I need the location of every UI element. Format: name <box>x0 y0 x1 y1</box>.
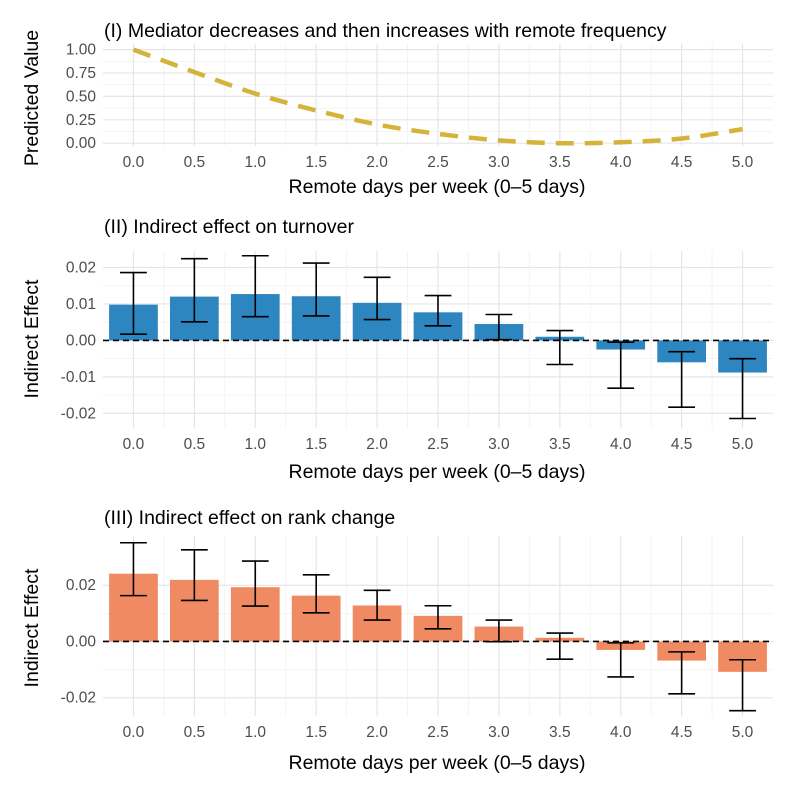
x-tick-label: 3.0 <box>488 724 510 741</box>
panel-turnover-x-label: Remote days per week (0–5 days) <box>289 461 586 483</box>
y-tick-label: 0.00 <box>66 633 97 650</box>
x-tick-label: 5.0 <box>732 724 754 741</box>
panel-rank-change-x-ticks: 0.0 0.5 1.0 1.5 2.0 2.5 3.0 3.5 4.0 4.5 5.0 <box>123 724 754 741</box>
x-tick-label: 0.0 <box>123 436 145 453</box>
y-tick-label: 0.50 <box>66 88 97 105</box>
panel-mediator-x-label: Remote days per week (0–5 days) <box>289 176 586 198</box>
x-tick-label: 0.0 <box>123 154 145 171</box>
panel-rank-change: (III) Indirect effect on rank change 0.0… <box>21 507 773 774</box>
panel-mediator-title: (I) Mediator decreases and then increase… <box>104 20 667 42</box>
x-tick-label: 1.5 <box>305 436 327 453</box>
y-tick-label: 0.00 <box>66 332 97 349</box>
x-tick-label: 2.5 <box>427 724 449 741</box>
x-tick-label: 2.0 <box>366 724 388 741</box>
panel-turnover-y-label: Indirect Effect <box>21 279 43 398</box>
x-tick-label: 4.0 <box>610 154 632 171</box>
x-tick-label: 0.5 <box>184 154 206 171</box>
panel-turnover-marks <box>103 254 773 420</box>
x-tick-label: 1.5 <box>305 154 327 171</box>
panel-mediator: (I) Mediator decreases and then increase… <box>21 20 773 198</box>
mediator-series-line <box>132 47 743 146</box>
x-tick-label: 5.0 <box>732 436 754 453</box>
y-tick-label: 0.00 <box>66 135 97 152</box>
x-tick-label: 4.0 <box>610 724 632 741</box>
panel-mediator-y-label: Predicted Value <box>21 30 43 166</box>
x-tick-label: 3.5 <box>549 724 571 741</box>
y-tick-label: -0.02 <box>61 690 96 707</box>
panel-mediator-gridlines <box>103 44 773 146</box>
panel-turnover-title: (II) Indirect effect on turnover <box>104 216 355 238</box>
x-tick-label: 2.5 <box>427 436 449 453</box>
panel-rank-change-marks <box>103 541 773 712</box>
x-tick-label: 4.5 <box>671 154 693 171</box>
bar <box>657 641 706 661</box>
y-tick-label: 1.00 <box>66 42 97 59</box>
panel-mediator-marks <box>132 47 743 146</box>
panel-mediator-y-ticks: 0.00 0.25 0.50 0.75 1.00 <box>66 42 97 153</box>
x-tick-label: 1.5 <box>305 724 327 741</box>
x-tick-label: 3.0 <box>488 436 510 453</box>
x-tick-label: 4.5 <box>671 436 693 453</box>
x-tick-label: 0.0 <box>123 724 145 741</box>
x-tick-label: 5.0 <box>732 154 754 171</box>
y-tick-label: 0.75 <box>66 65 96 82</box>
x-tick-label: 3.0 <box>488 154 510 171</box>
x-tick-label: 2.0 <box>366 154 388 171</box>
panel-rank-change-title: (III) Indirect effect on rank change <box>104 507 395 529</box>
y-tick-label: -0.01 <box>61 369 96 386</box>
x-tick-label: 2.5 <box>427 154 449 171</box>
panel-mediator-x-ticks: 0.0 0.5 1.0 1.5 2.0 2.5 3.0 3.5 4.0 4.5 5.0 <box>123 154 754 171</box>
y-tick-label: 0.02 <box>66 577 96 594</box>
panel-rank-change-y-label: Indirect Effect <box>21 568 43 687</box>
y-tick-label: 0.25 <box>66 112 96 129</box>
x-tick-label: 1.0 <box>244 436 266 453</box>
x-tick-label: 3.5 <box>549 154 571 171</box>
panel-turnover-y-ticks: -0.02 -0.01 0.00 0.01 0.02 <box>61 259 97 422</box>
y-tick-label: 0.02 <box>66 259 96 276</box>
x-tick-label: 1.0 <box>244 724 266 741</box>
x-tick-label: 0.5 <box>184 436 206 453</box>
panel-rank-change-x-label: Remote days per week (0–5 days) <box>289 752 586 774</box>
x-tick-label: 4.5 <box>671 724 693 741</box>
x-tick-label: 4.0 <box>610 436 632 453</box>
x-tick-label: 2.0 <box>366 436 388 453</box>
panel-rank-change-y-ticks: -0.02 0.00 0.02 <box>61 577 97 707</box>
x-tick-label: 3.5 <box>549 436 571 453</box>
y-tick-label: 0.01 <box>66 296 96 313</box>
x-tick-label: 1.0 <box>244 154 266 171</box>
panel-turnover-x-ticks: 0.0 0.5 1.0 1.5 2.0 2.5 3.0 3.5 4.0 4.5 5.0 <box>123 436 754 453</box>
x-tick-label: 0.5 <box>184 724 206 741</box>
panel-turnover: (II) Indirect effect on turnover 0.0 0.5 1… <box>21 216 773 483</box>
y-tick-label: -0.02 <box>61 405 96 422</box>
